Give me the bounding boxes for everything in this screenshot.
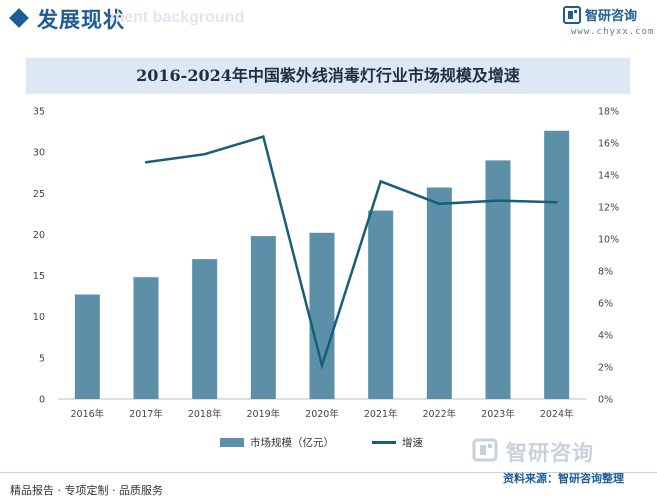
x-tick-label: 2023年 (481, 408, 515, 420)
y-left-tick-label: 30 (33, 148, 45, 159)
section-subtitle-watermark: ment background (110, 9, 245, 26)
y-left-tick-label: 35 (33, 107, 45, 118)
y-right-tick-label: 4% (598, 331, 613, 342)
bar (368, 210, 394, 399)
growth-point (262, 135, 265, 138)
growth-point (203, 153, 206, 156)
brand-logo-icon (563, 6, 581, 24)
y-right-tick-label: 8% (598, 267, 613, 278)
growth-point (379, 180, 382, 183)
chart-title-bar: 2016-2024年中国紫外线消毒灯行业市场规模及增速 (26, 58, 630, 94)
growth-point (144, 161, 148, 164)
footer-tagline: 精品报告 · 专项定制 · 品质服务 (10, 484, 163, 497)
bar (74, 294, 100, 399)
legend-label-market-size: 市场规模（亿元） (250, 437, 334, 449)
y-right-tick-label: 12% (598, 203, 619, 214)
footer-divider (0, 472, 657, 473)
y-left-tick-label: 20 (33, 230, 45, 241)
y-right-tick-label: 18% (598, 107, 619, 118)
y-right-tick-label: 6% (598, 299, 613, 310)
growth-point (438, 202, 441, 205)
y-left-tick-label: 0 (39, 395, 45, 406)
y-left-tick-label: 25 (33, 189, 45, 200)
legend-swatch-bar (220, 438, 244, 447)
section-title: 发展现状 (37, 8, 125, 32)
brand-url: www.chyxx.com (571, 27, 655, 37)
chart-title: 2016-2024年中国紫外线消毒灯行业市场规模及增速 (136, 66, 520, 85)
x-tick-label: 2021年 (364, 408, 398, 420)
bar (426, 187, 452, 399)
bar (544, 130, 570, 399)
growth-point (320, 364, 324, 367)
y-right-tick-label: 14% (598, 171, 619, 182)
x-tick-label: 2019年 (246, 408, 280, 420)
footer-brand: 智研咨询 (506, 441, 594, 465)
y-left-tick-label: 10 (33, 312, 45, 323)
y-left-tick-label: 15 (33, 271, 45, 282)
footer-logo-icon (472, 438, 498, 462)
bar (192, 259, 218, 399)
legend-label-growth: 增速 (402, 437, 423, 449)
x-tick-label: 2018年 (188, 408, 222, 420)
x-tick-label: 2016年 (70, 408, 104, 420)
y-right-tick-label: 10% (598, 235, 619, 246)
x-tick-label: 2022年 (422, 408, 456, 420)
growth-point (555, 201, 558, 204)
growth-line (145, 135, 557, 370)
y-right-tick-label: 2% (598, 363, 613, 374)
bar (250, 236, 276, 399)
legend-swatch-line (372, 441, 396, 444)
x-tick-label: 2020年 (305, 408, 339, 420)
bar (309, 232, 335, 399)
data-source: 资料来源：智研咨询整理 (503, 472, 624, 485)
x-tick-label: 2024年 (540, 408, 574, 420)
y-right-tick-label: 0% (598, 395, 613, 406)
bar (485, 160, 511, 399)
bar (133, 277, 159, 399)
growth-point (496, 199, 500, 202)
x-tick-label: 2017年 (129, 408, 163, 420)
brand-name: 智研咨询 (585, 9, 638, 24)
y-right-tick-label: 16% (598, 139, 619, 150)
page-header: 发展现状 ment background 智研咨询 www.chyxx.com (0, 0, 657, 44)
y-left-tick-label: 5 (39, 353, 45, 364)
